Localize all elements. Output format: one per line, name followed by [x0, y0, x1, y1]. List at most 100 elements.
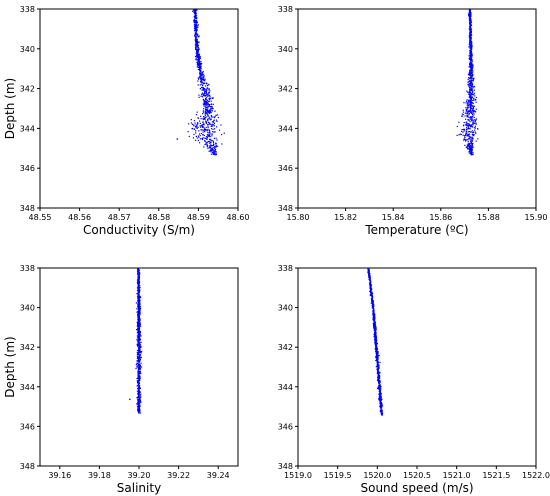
data-point: [139, 305, 141, 308]
data-point: [197, 66, 199, 68]
data-point: [137, 375, 139, 377]
data-point: [470, 152, 472, 154]
data-point: [377, 372, 379, 374]
data-point: [138, 358, 140, 360]
data-point: [469, 86, 471, 89]
data-point: [377, 379, 379, 382]
data-point: [139, 323, 141, 325]
data-point: [470, 71, 472, 73]
data-point: [468, 72, 470, 74]
data-point: [376, 360, 378, 362]
data-point: [374, 340, 376, 342]
data-point: [469, 37, 471, 40]
data-point: [471, 89, 473, 91]
data-point: [466, 126, 468, 128]
data-point: [374, 330, 376, 332]
data-point: [469, 142, 471, 144]
data-point: [198, 53, 200, 55]
x-tick-label: 1521.0: [443, 471, 471, 480]
data-point: [196, 61, 198, 64]
data-point: [191, 10, 194, 12]
data-point: [375, 345, 378, 347]
data-point: [139, 331, 142, 333]
data-point: [470, 57, 472, 59]
data-point: [470, 19, 472, 21]
data-point: [469, 14, 472, 16]
data-point: [137, 344, 139, 346]
data-point: [206, 107, 208, 109]
data-point: [463, 121, 465, 124]
data-point: [465, 130, 467, 132]
data-point: [466, 144, 469, 146]
data-point: [460, 133, 462, 136]
data-point: [212, 103, 214, 106]
data-point: [199, 125, 201, 127]
data-point: [138, 385, 140, 387]
data-point: [371, 299, 373, 302]
data-point: [468, 55, 470, 57]
data-point: [208, 142, 211, 144]
panel-3: 39.16 39.18 39.20 39.22 39.24338340342344346…: [3, 264, 239, 495]
data-point: [378, 371, 380, 373]
data-point: [193, 11, 195, 14]
data-point: [473, 99, 475, 101]
data-point: [201, 89, 203, 91]
data-point: [206, 113, 208, 115]
data-point: [138, 381, 140, 384]
data-point: [137, 408, 139, 410]
data-point: [470, 50, 472, 52]
data-point: [371, 299, 373, 301]
data-point: [207, 87, 209, 90]
data-point: [194, 21, 196, 23]
data-point: [197, 52, 199, 55]
data-point: [140, 335, 142, 337]
data-point: [469, 23, 471, 26]
data-point: [465, 100, 468, 102]
data-point: [465, 124, 468, 126]
data-point: [370, 294, 372, 296]
data-point: [138, 300, 141, 302]
data-point: [477, 138, 479, 140]
x-tick-label: 1519.5: [324, 471, 352, 480]
data-point: [193, 120, 196, 122]
data-point: [468, 124, 470, 126]
data-point: [137, 312, 139, 315]
data-point: [196, 40, 198, 43]
data-point: [136, 331, 138, 334]
data-point: [471, 66, 474, 68]
data-point: [210, 103, 212, 106]
data-point: [214, 148, 217, 151]
data-point: [201, 124, 203, 126]
data-point: [377, 355, 380, 357]
data-point: [137, 330, 139, 332]
data-point: [376, 347, 378, 350]
data-point: [196, 64, 198, 66]
data-point: [377, 377, 379, 379]
x-tick-label: 1521.5: [482, 471, 510, 480]
data-point: [470, 20, 472, 22]
data-point: [137, 271, 139, 273]
data-point: [137, 373, 140, 375]
data-point: [373, 316, 376, 318]
data-point: [469, 25, 471, 28]
data-point: [469, 41, 471, 44]
data-point: [198, 56, 200, 58]
data-point: [136, 380, 139, 382]
data-point: [138, 349, 140, 351]
data-point: [373, 305, 375, 307]
data-point: [198, 133, 201, 135]
data-point: [139, 338, 141, 340]
y-tick-label: 342: [278, 85, 293, 94]
data-point: [198, 48, 200, 51]
data-point: [472, 109, 474, 111]
data-point: [138, 361, 140, 363]
data-point: [469, 88, 471, 91]
data-point: [468, 12, 470, 14]
data-point: [378, 365, 380, 367]
data-point: [472, 112, 474, 114]
data-point: [138, 270, 140, 272]
data-point: [375, 366, 377, 368]
data-point: [137, 383, 140, 385]
data-point: [209, 109, 211, 111]
data-point: [472, 108, 474, 110]
